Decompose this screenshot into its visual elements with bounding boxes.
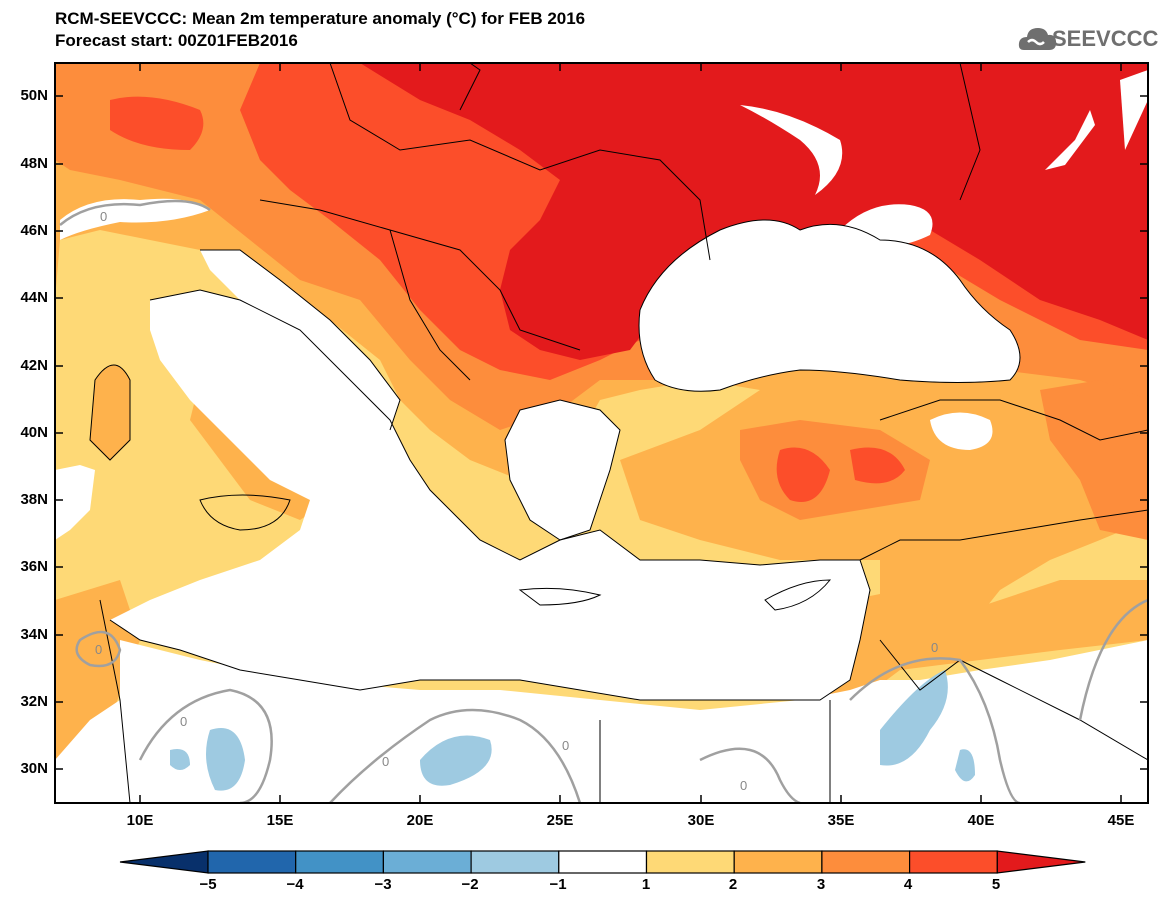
- zero-contour-3: [329, 708, 582, 803]
- shade-neg-2: [420, 735, 492, 786]
- shade-neg-5: [170, 749, 190, 770]
- mediterranean-sea: [55, 290, 870, 700]
- colorbar-label-m4: −4: [286, 876, 304, 893]
- lat-label-42n: 42N: [20, 357, 48, 374]
- zero-contour-7: [59, 199, 211, 226]
- lon-label-20e: 20E: [406, 812, 434, 829]
- colorbar-label-1: 1: [641, 876, 651, 893]
- cloud-logo-icon: [1018, 28, 1057, 50]
- border-4: [879, 399, 1148, 441]
- zero-contour-2: [138, 688, 273, 803]
- shade-white-anatolia: [930, 412, 993, 450]
- colorbar-label-2: 2: [728, 876, 738, 893]
- lon-label-30e: 30E: [687, 812, 715, 829]
- coastline-cyprus: [764, 579, 832, 611]
- zero-contour-6: [1078, 598, 1148, 721]
- coastline-black-sea: [638, 219, 1021, 392]
- coastline-crete: [518, 587, 602, 606]
- lon-label-15e: 15E: [266, 812, 294, 829]
- colorbar-label-m3: −3: [374, 876, 392, 893]
- reservoir-2: [1045, 110, 1095, 170]
- lat-label-46n: 46N: [20, 222, 48, 239]
- border-2: [259, 199, 581, 351]
- coastline-adriatic: [200, 249, 401, 431]
- border-6: [879, 639, 1148, 761]
- coastline-aegean: [504, 399, 621, 541]
- reservoir-1: [740, 105, 843, 195]
- border-11: [959, 63, 981, 201]
- caspian-edge: [1120, 70, 1148, 150]
- shade-2-3c: [820, 580, 1148, 720]
- shade-neg-1: [206, 728, 245, 791]
- colorbar-label-m1: −1: [549, 876, 567, 893]
- shade-2-3d: [90, 365, 130, 460]
- map-title: RCM-SEEVCCC: Mean 2m temperature anomaly…: [55, 9, 586, 28]
- sea-of-azov: [840, 204, 933, 249]
- shade-white-alps: [60, 198, 210, 240]
- colorbar-label-4: 4: [903, 876, 913, 893]
- lon-label-25e: 25E: [546, 812, 574, 829]
- border-10: [459, 63, 481, 111]
- coastline-sardinia: [89, 364, 131, 461]
- colorbar-label-m2: −2: [461, 876, 479, 893]
- lat-label-32n: 32N: [20, 693, 48, 710]
- lon-label-40e: 40E: [967, 812, 995, 829]
- aegean-sea: [505, 400, 620, 540]
- colorbar-label-5: 5: [991, 876, 1001, 893]
- lat-label-38n: 38N: [20, 491, 48, 508]
- lon-label-10e: 10E: [126, 812, 154, 829]
- shade-neg-3: [880, 670, 948, 766]
- shade-neg-4: [955, 749, 975, 782]
- lat-label-50n: 50N: [20, 87, 48, 104]
- contour-label-6: 0: [740, 778, 747, 793]
- contour-label-7: 0: [931, 640, 938, 655]
- shade-4-5b: [110, 96, 204, 150]
- lat-label-40n: 40N: [20, 424, 48, 441]
- map-subtitle: Forecast start: 00Z01FEB2016: [55, 31, 298, 50]
- lat-label-44n: 44N: [20, 289, 48, 306]
- lat-label-30n: 30N: [20, 760, 48, 777]
- shade-gt5: [360, 63, 1148, 360]
- zero-contour-4: [699, 747, 801, 803]
- black-sea: [639, 220, 1020, 392]
- logo-text: SEEVCCC: [1052, 26, 1159, 51]
- colorbar-label-3: 3: [816, 876, 826, 893]
- contour-label-3: 0: [180, 714, 187, 729]
- shade-white-north-africa: [55, 640, 1148, 803]
- border-1: [329, 63, 711, 261]
- lat-label-34n: 34N: [20, 626, 48, 643]
- shade-4-5d: [850, 447, 905, 484]
- contour-label-4: 0: [382, 754, 389, 769]
- colorbar-label-m5: −5: [199, 876, 217, 893]
- coastline-sicily: [199, 494, 291, 531]
- contour-label-2: 0: [95, 642, 102, 657]
- lat-label-48n: 48N: [20, 155, 48, 172]
- shade-4-5c: [776, 447, 830, 502]
- lon-label-45e: 45E: [1107, 812, 1135, 829]
- lat-label-36n: 36N: [20, 558, 48, 575]
- lon-label-35e: 35E: [827, 812, 855, 829]
- adriatic-sea: [200, 250, 400, 430]
- contour-label-5: 0: [562, 738, 569, 753]
- zero-contour-5: [849, 657, 1021, 803]
- border-3: [389, 229, 471, 381]
- border-5: [859, 509, 1148, 561]
- contour-label-1: 0: [100, 209, 107, 224]
- zero-contour-1: [75, 630, 122, 668]
- shade-3-4c: [1040, 380, 1148, 540]
